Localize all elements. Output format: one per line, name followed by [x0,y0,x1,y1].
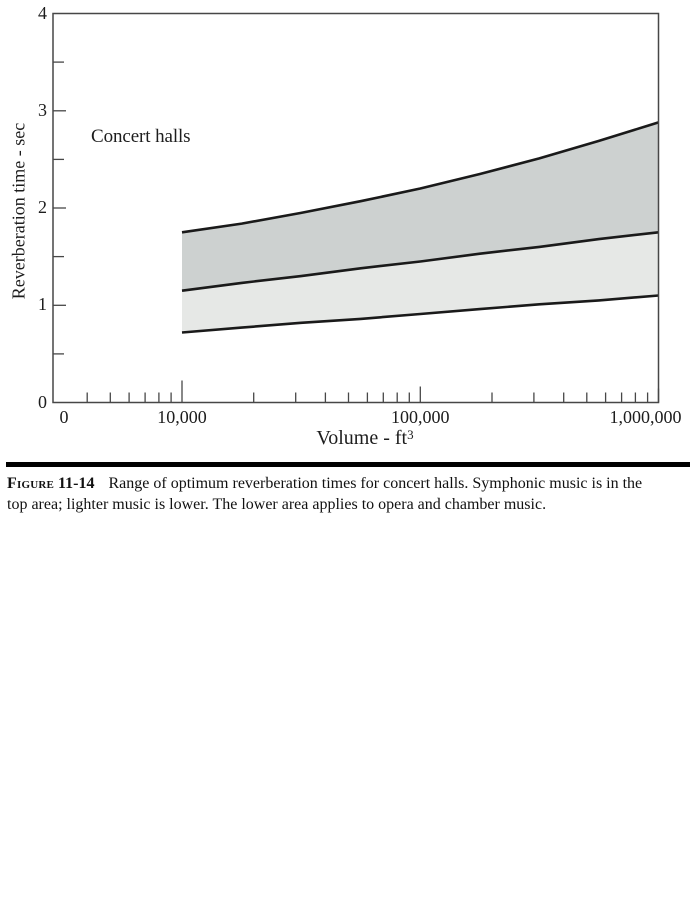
caption-text-1: Range of optimum reverberation times for… [108,475,643,492]
opera-chamber-lower-limit-curve [181,294,659,334]
y-tick-label: 1 [38,294,47,315]
y-tick-label: 2 [38,197,47,217]
opera-chamber-music-area [182,232,659,333]
reverberation-time-figure: Concert halls Reverberation time - sec V… [9,2,682,450]
figure-caption-line-1: Figure 11-14 Range of optimum reverberati… [7,474,695,494]
caption-divider-rule [6,462,690,467]
symphonic-music-area [182,122,659,291]
symphonic-upper-limit-curve [181,121,659,234]
chart-canvas [52,12,660,404]
y-tick-label: 3 [38,99,47,120]
y-tick-label: 4 [38,2,47,23]
figure-number: 11-14 [58,475,95,492]
x-tick-label: 1,000,000 [609,407,682,427]
caption-text-2: top area; lighter music is lower. The lo… [7,496,547,513]
x-axis-title-superscript: 3 [407,427,414,442]
concert-halls-annotation: Concert halls [91,126,191,147]
x-tick-label: 10,000 [157,407,207,427]
x-tick-label: 100,000 [391,407,450,427]
x-axis-title: Volume - ft3 [275,427,455,450]
figure-label: Figure [7,475,55,492]
symphonic-lighter-boundary-curve [181,231,659,292]
figure-caption-line-2: top area; lighter music is lower. The lo… [7,495,695,515]
x-axis-title-text: Volume - ft [316,427,408,449]
y-tick-label: 0 [38,391,47,412]
x-tick-label: 0 [59,407,69,427]
